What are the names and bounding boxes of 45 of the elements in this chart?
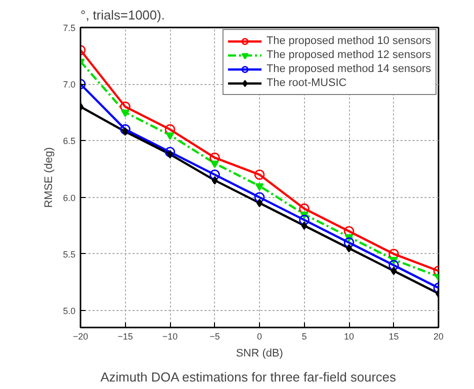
point [254, 192, 265, 202]
x-axis-title: SNR (dB) [236, 348, 284, 360]
point [301, 221, 308, 230]
x-tick-label: −20 [72, 332, 88, 342]
point [212, 176, 218, 185]
point [388, 260, 399, 270]
y-tick-label: 7.0 [62, 80, 76, 90]
text: Azimuth DOA estimations for three far-field sources [100, 370, 396, 384]
text: °, trials=1000). [80, 8, 165, 22]
legend-label: The proposed method 14 sensors [266, 62, 431, 76]
point [390, 266, 397, 276]
legend-label: The root-MUSIC [266, 76, 347, 90]
legend-label: The proposed method 10 sensors [266, 34, 431, 48]
y-axis-title: RMSE (deg) [42, 147, 55, 208]
x-tick-label: 5 [302, 332, 307, 342]
point [120, 124, 130, 135]
x-tick-label: 15 [388, 332, 399, 342]
y-tick-label: 7.5 [62, 23, 76, 33]
point [121, 110, 130, 118]
x-tick-label: −15 [118, 332, 133, 342]
point [210, 169, 220, 180]
y-tick-label: 6.5 [62, 136, 76, 146]
point [344, 237, 354, 248]
x-tick-label: 0 [256, 332, 262, 342]
point [256, 198, 263, 208]
x-tick-label: 20 [433, 332, 444, 342]
legend-label: The proposed method 12 sensors [266, 48, 431, 62]
point [255, 183, 264, 191]
y-tick-label: 5.5 [62, 249, 76, 260]
point [254, 169, 265, 180]
point [299, 214, 310, 226]
x-tick-label: −5 [210, 332, 220, 342]
point [120, 102, 130, 112]
point [210, 152, 220, 163]
x-tick-label: 10 [344, 332, 354, 342]
x-tick-label: −10 [162, 332, 178, 342]
point [210, 160, 219, 168]
point [344, 226, 354, 236]
point [122, 127, 128, 136]
y-tick-label: 6.0 [62, 192, 76, 203]
point [166, 132, 174, 140]
y-tick-label: 5.0 [62, 306, 76, 316]
point [346, 244, 352, 252]
point [166, 150, 174, 158]
point [164, 146, 176, 158]
